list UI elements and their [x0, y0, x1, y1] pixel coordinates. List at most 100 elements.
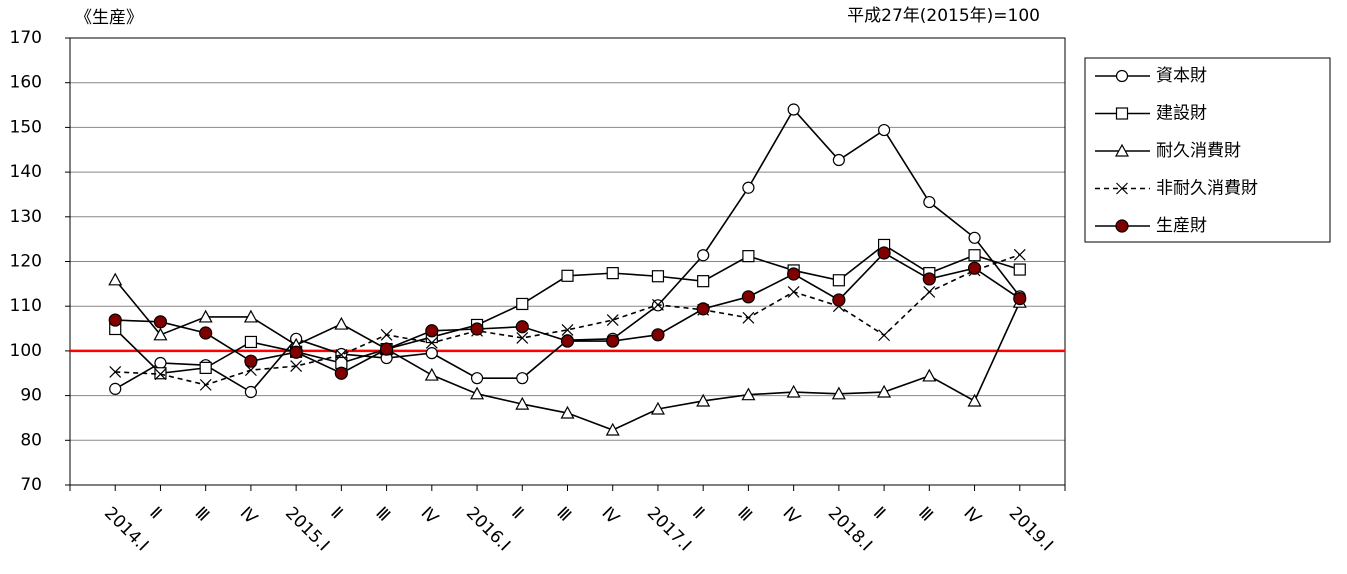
marker — [244, 335, 258, 349]
marker — [289, 345, 303, 359]
marker — [968, 249, 981, 262]
marker — [606, 314, 619, 326]
legend-label: 耐久消費財 — [1156, 141, 1241, 161]
marker — [561, 323, 574, 336]
marker — [651, 270, 665, 283]
x-tick-label: 2015.Ⅰ — [281, 503, 333, 555]
x-tick-label: Ⅱ — [869, 503, 889, 523]
y-tick-label: 90 — [20, 386, 42, 406]
marker — [244, 354, 258, 368]
marker — [1115, 69, 1129, 83]
series-line — [114, 243, 1021, 375]
marker — [153, 315, 168, 329]
x-tick-label: Ⅳ — [779, 503, 804, 528]
marker — [1115, 107, 1129, 120]
legend-label: 資本財 — [1156, 66, 1207, 86]
marker — [651, 328, 665, 342]
marker — [515, 320, 529, 334]
marker — [832, 274, 845, 287]
marker — [560, 405, 575, 419]
marker — [605, 422, 620, 436]
marker — [424, 367, 439, 381]
marker — [877, 246, 891, 260]
marker — [561, 269, 574, 282]
marker — [470, 322, 484, 336]
marker — [379, 342, 394, 356]
marker — [425, 324, 439, 338]
chart-title: 《生産》 — [75, 8, 143, 28]
marker — [923, 195, 936, 209]
marker — [1114, 143, 1130, 157]
marker — [786, 384, 801, 398]
y-tick-label: 70 — [20, 475, 42, 495]
marker — [154, 368, 167, 381]
marker — [832, 153, 845, 167]
marker — [108, 313, 122, 327]
marker — [742, 181, 755, 194]
marker — [877, 384, 892, 398]
marker — [199, 378, 212, 391]
x-tick-label: Ⅳ — [417, 503, 442, 528]
x-tick-label: Ⅳ — [236, 503, 261, 528]
marker — [153, 327, 168, 341]
legend-box — [1084, 57, 1331, 243]
marker — [606, 267, 619, 280]
marker — [198, 309, 213, 323]
x-tick-label: 2019.Ⅰ — [1005, 503, 1057, 555]
marker — [831, 386, 846, 400]
marker — [742, 250, 755, 263]
x-tick-label: 2017.Ⅰ — [643, 503, 695, 555]
x-tick-label: 2014.Ⅰ — [100, 503, 152, 555]
marker — [1013, 292, 1027, 306]
marker — [697, 249, 710, 262]
marker — [425, 347, 438, 360]
y-tick-label: 170 — [10, 28, 42, 48]
marker — [515, 396, 530, 410]
marker — [516, 332, 529, 344]
marker — [696, 393, 711, 407]
marker — [516, 372, 529, 385]
x-tick-label: Ⅳ — [598, 503, 623, 528]
y-tick-label: 80 — [20, 430, 42, 450]
x-tick-label: Ⅲ — [191, 503, 213, 525]
marker — [696, 302, 710, 316]
y-tick-label: 110 — [10, 296, 42, 316]
y-tick-label: 120 — [10, 252, 42, 272]
marker — [425, 336, 438, 349]
x-tick-label: Ⅲ — [914, 503, 936, 525]
x-tick-label: 2016.Ⅰ — [462, 503, 514, 555]
marker — [1013, 263, 1026, 276]
marker — [967, 261, 982, 275]
legend-label: 非耐久消費財 — [1156, 179, 1258, 199]
x-tick-label: Ⅱ — [688, 503, 708, 523]
marker — [243, 309, 258, 323]
legend-label: 生産財 — [1156, 216, 1207, 236]
marker — [787, 267, 801, 281]
marker — [108, 272, 123, 286]
marker — [334, 316, 349, 330]
marker — [334, 366, 348, 380]
marker — [154, 356, 167, 370]
marker — [878, 329, 891, 342]
marker — [1116, 182, 1128, 195]
marker — [380, 328, 393, 341]
marker — [922, 368, 937, 382]
marker — [290, 360, 303, 373]
y-tick-label: 100 — [10, 341, 42, 361]
marker — [742, 311, 755, 324]
x-tick-label: Ⅲ — [552, 503, 574, 525]
x-tick-label: Ⅲ — [372, 503, 394, 525]
marker — [606, 334, 620, 348]
marker — [109, 365, 122, 378]
marker — [470, 372, 484, 385]
legend-label: 建設財 — [1156, 104, 1207, 124]
marker — [335, 348, 348, 361]
x-tick-label: Ⅱ — [145, 503, 165, 523]
marker — [922, 272, 936, 286]
marker — [516, 297, 529, 311]
marker — [199, 326, 213, 340]
marker — [832, 293, 846, 307]
marker — [199, 361, 212, 374]
x-tick-label: Ⅲ — [733, 503, 755, 525]
